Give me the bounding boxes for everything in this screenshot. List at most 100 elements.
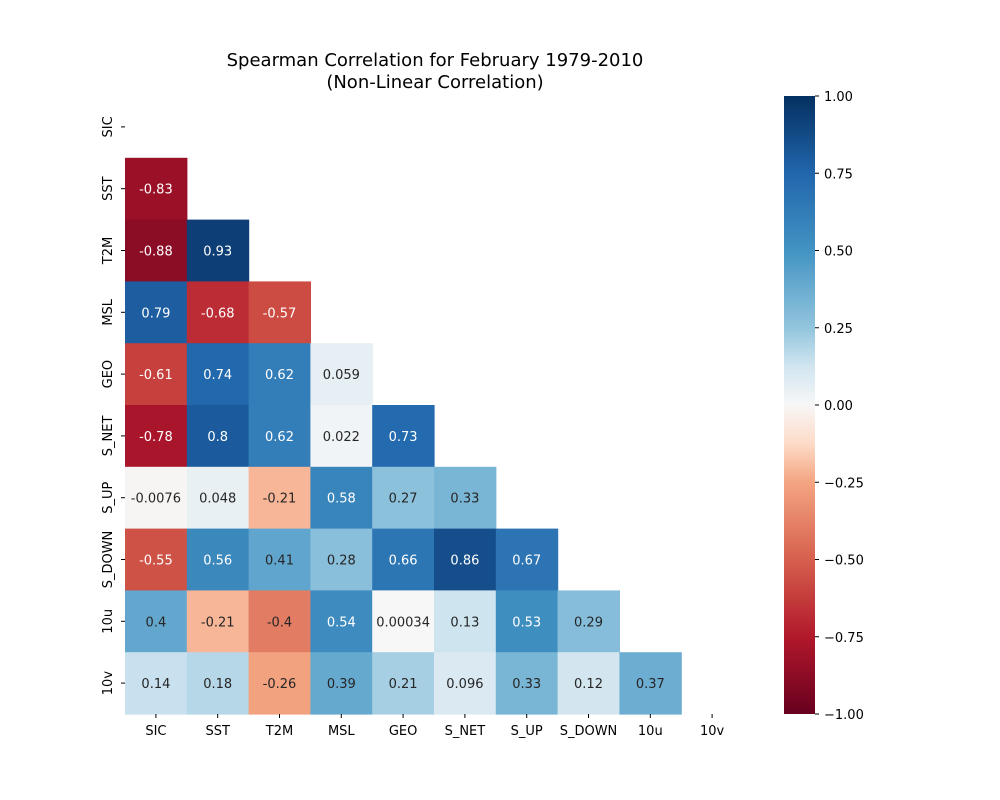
heatmap-cell (372, 466, 435, 530)
heatmap-cell (248, 343, 311, 406)
heatmap-cell (310, 343, 373, 406)
heatmap-cell (495, 652, 559, 715)
cell-value-label: 0.33 (450, 492, 479, 507)
cell-value-label: -0.61 (139, 368, 173, 383)
heatmap-cell (125, 528, 188, 591)
x-tick-label: 10u (638, 724, 663, 739)
heatmap-cell (310, 652, 373, 715)
cell-value-label: 0.059 (323, 368, 360, 383)
y-tick-label: MSL (101, 298, 116, 325)
y-tick-label: GEO (101, 360, 116, 389)
cell-value-label: 0.096 (446, 677, 483, 692)
heatmap-cell (248, 466, 311, 530)
cell-value-label: 0.58 (327, 492, 356, 507)
cell-value-label: 0.74 (203, 368, 232, 383)
cell-value-label: 0.28 (327, 554, 356, 569)
y-tick-label: 10u (101, 609, 116, 634)
x-tick-label: SIC (145, 724, 166, 739)
heatmap-cell (125, 157, 188, 221)
cell-value-label: 0.86 (450, 554, 479, 569)
heatmap-cell (186, 281, 250, 344)
heatmap-cell (310, 405, 373, 468)
heatmap-cell (186, 343, 250, 406)
cell-value-label: 0.73 (389, 430, 418, 445)
x-tick-label: T2M (265, 724, 293, 739)
x-tick-label: S_DOWN (560, 724, 618, 739)
heatmap-cell (125, 219, 188, 282)
colorbar-tick-label: −0.25 (824, 476, 864, 491)
heatmap-cell (248, 590, 311, 653)
y-tick-label: S_UP (101, 481, 116, 513)
cell-value-label: 0.00034 (376, 615, 430, 630)
heatmap-cell (125, 343, 188, 406)
heatmap-cell (125, 652, 188, 715)
colorbar-tick-label: 0.75 (824, 167, 853, 182)
chart-title: Spearman Correlation for February 1979-2… (227, 50, 644, 71)
x-axis-ticks: SIC SST T2M MSL GEO S_NET S_UP S_DOWN 10u 10v (145, 714, 725, 739)
cell-value-label: 0.29 (574, 615, 603, 630)
x-tick-label: 10v (700, 724, 725, 739)
y-tick-label: SIC (101, 116, 116, 137)
cell-value-label: 0.53 (512, 615, 541, 630)
cell-value-label: 0.41 (265, 554, 294, 569)
heatmap-cell (372, 590, 435, 653)
cell-value-label: 0.18 (203, 677, 232, 692)
colorbar-tick-label: −1.00 (824, 708, 864, 723)
heatmap-cell (310, 466, 373, 530)
cell-value-label: 0.022 (323, 430, 360, 445)
heatmap-cell (557, 590, 620, 653)
x-tick-label: MSL (328, 724, 355, 739)
cell-value-label: -0.83 (139, 183, 173, 198)
heatmap-cell (372, 405, 435, 468)
x-tick-label: GEO (389, 724, 418, 739)
cell-value-label: 0.62 (265, 368, 294, 383)
cell-value-label: 0.93 (203, 245, 232, 260)
cell-value-label: -0.55 (139, 554, 173, 569)
heatmap-cell (186, 405, 250, 468)
cell-value-label: 0.67 (512, 554, 541, 569)
heatmap-cell (125, 405, 188, 468)
chart-subtitle: (Non-Linear Correlation) (326, 72, 543, 93)
heatmap-cell (495, 528, 559, 591)
heatmap-cell (186, 219, 250, 282)
heatmap-cell (248, 652, 311, 715)
cell-value-label: 0.12 (574, 677, 603, 692)
heatmap-cell (434, 590, 497, 653)
heatmap-cell (248, 405, 311, 468)
colorbar-tick-label: 0.25 (824, 322, 853, 337)
heatmap-cell (619, 652, 682, 715)
heatmap-cells: -0.83 -0.88 0.93 0.79 -0.68 -0.57 -0.61 0.74 0.6… (125, 157, 682, 715)
heatmap-cell (125, 466, 188, 530)
colorbar-tick-label: −0.75 (824, 631, 864, 646)
cell-value-label: 0.048 (199, 492, 236, 507)
x-tick-label: S_NET (445, 724, 486, 739)
y-tick-label: SST (101, 176, 116, 201)
cell-value-label: -0.21 (263, 492, 297, 507)
heatmap-cell (186, 652, 250, 715)
cell-value-label: 0.79 (141, 306, 170, 321)
cell-value-label: 0.33 (512, 677, 541, 692)
cell-value-label: 0.37 (636, 677, 665, 692)
colorbar-tick-label: 1.00 (824, 90, 853, 105)
cell-value-label: -0.0076 (131, 492, 181, 507)
cell-value-label: 0.66 (389, 554, 418, 569)
y-tick-label: S_NET (101, 416, 116, 457)
heatmap-cell (125, 590, 188, 653)
cell-value-label: -0.21 (201, 615, 235, 630)
y-axis-ticks: SIC SST T2M MSL GEO S_NET S_UP S_DOWN 10u 10v (101, 116, 125, 695)
cell-value-label: -0.57 (263, 306, 297, 321)
heatmap-cell (186, 466, 250, 530)
cell-value-label: -0.78 (139, 430, 173, 445)
cell-value-label: -0.4 (267, 615, 292, 630)
heatmap-cell (434, 652, 497, 715)
cell-value-label: -0.68 (201, 306, 235, 321)
colorbar-tick-label: 0.50 (824, 245, 853, 260)
heatmap-cell (372, 528, 435, 591)
heatmap-cell (434, 466, 497, 530)
heatmap-cell (248, 281, 311, 344)
heatmap-cell (186, 528, 250, 591)
heatmap-cell (434, 528, 497, 591)
cell-value-label: 0.27 (389, 492, 418, 507)
y-tick-label: 10v (101, 671, 116, 696)
